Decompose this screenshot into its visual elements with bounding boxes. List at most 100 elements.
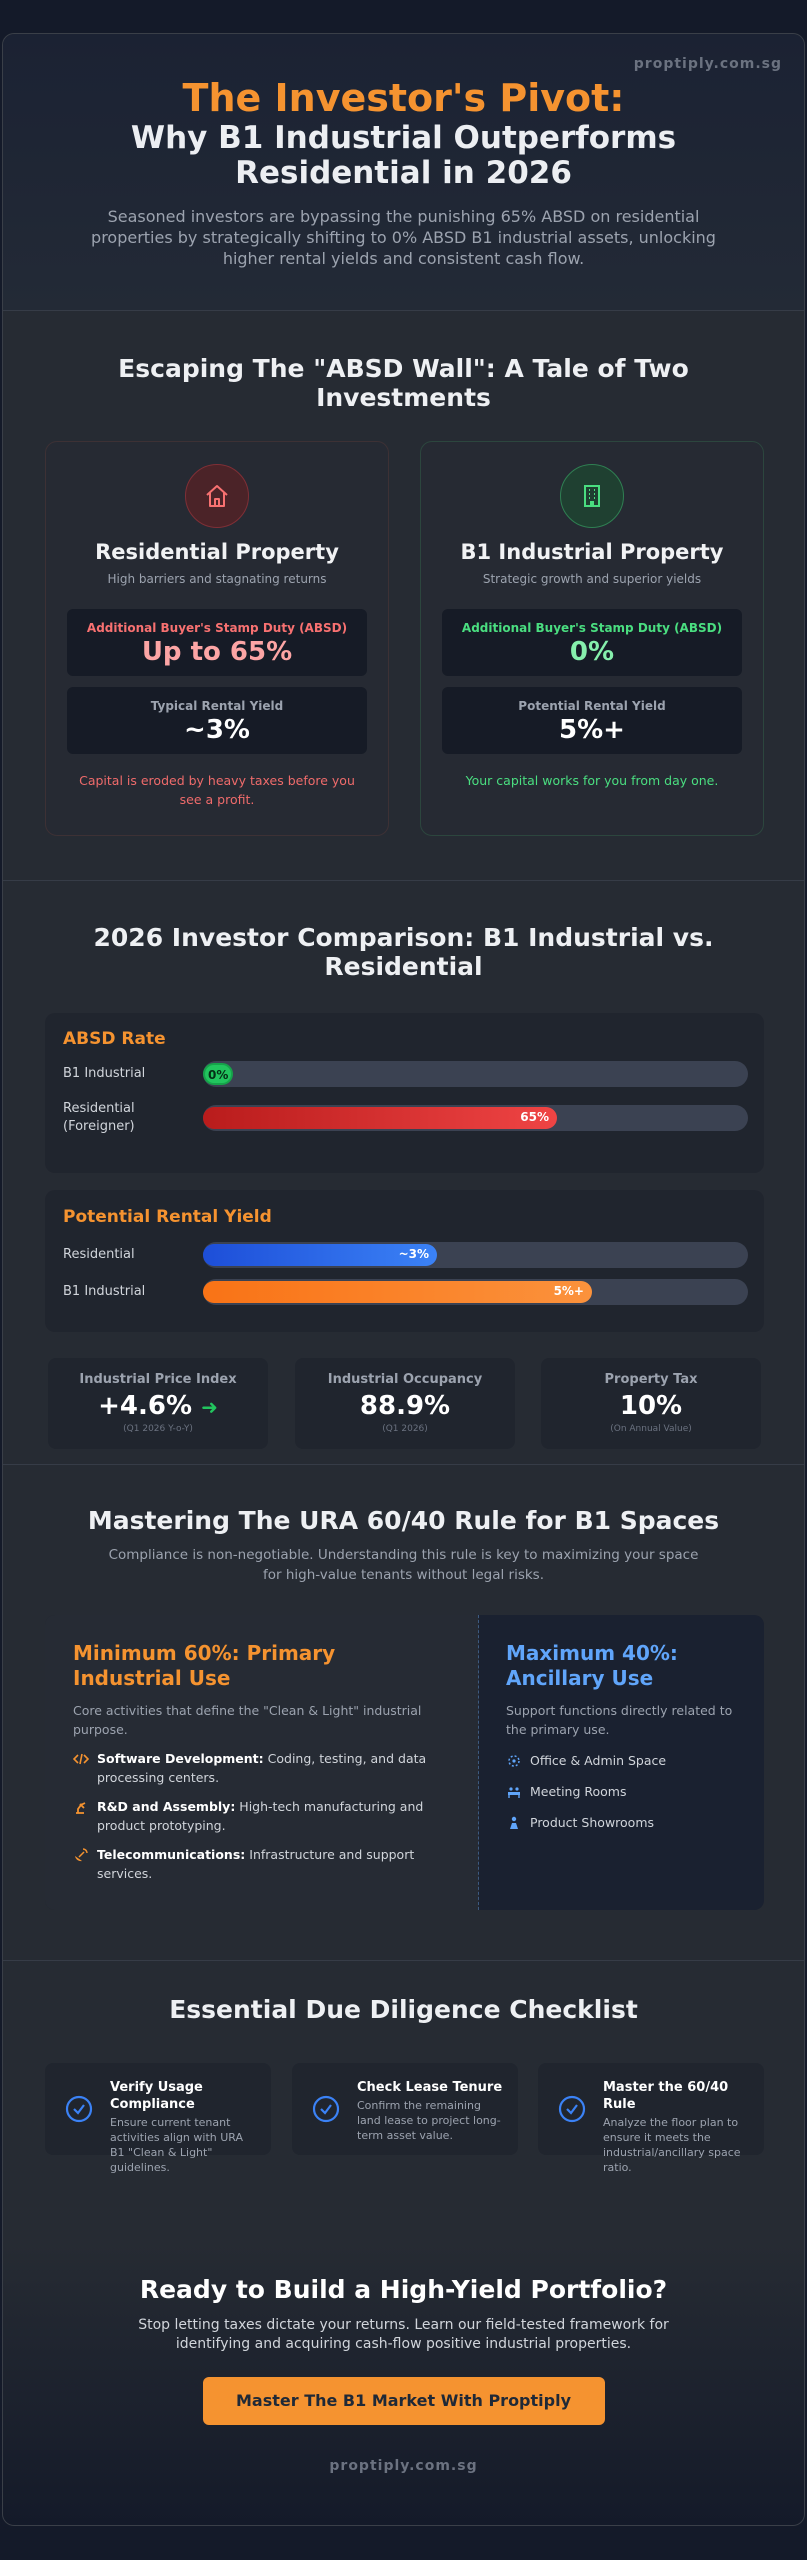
bar-track: 0%	[203, 1061, 748, 1087]
stat-note: (Q1 2026)	[382, 1424, 428, 1434]
page-title: The Investor's Pivot: Why B1 Industrial …	[3, 34, 804, 191]
absd-stat: Additional Buyer's Stamp Duty (ABSD) Up …	[67, 609, 367, 676]
list-item-text: Coding, testing, and data processing cen…	[97, 1751, 427, 1785]
bar-label: B1 Industrial	[63, 1066, 146, 1081]
bar-label: B1 Industrial	[63, 1284, 146, 1299]
bar-row: B1 Industrial 5%+	[63, 1279, 753, 1305]
bar-fill: 65%	[203, 1107, 557, 1129]
list-item-title: R&D and Assembly:	[97, 1799, 236, 1814]
list-item-text: Office & Admin Space	[530, 1753, 667, 1768]
residential-card: Residential Property High barriers and s…	[45, 441, 389, 836]
list-item-text: Meeting Rooms	[530, 1784, 627, 1799]
stat-note: (Q1 2026 Y-o-Y)	[123, 1424, 193, 1434]
checklist-card: Check Lease Tenure Confirm the remaining …	[292, 2063, 518, 2155]
yield-chart-card: Potential Rental Yield Residential ~3% B…	[45, 1190, 764, 1332]
section-intro: Compliance is non-negotiable. Understand…	[108, 1547, 699, 1583]
checklist-card: Verify Usage Compliance Ensure current te…	[45, 2063, 271, 2174]
stat-value: 0%	[569, 637, 615, 667]
building-icon	[584, 485, 600, 507]
house-icon-badge	[185, 464, 249, 528]
industrial-card: B1 Industrial Property Strategic growth …	[420, 441, 764, 836]
bar-row: Residential ~3%	[63, 1242, 753, 1268]
stat-card: Industrial Occupancy 88.9% (Q1 2026)	[295, 1358, 515, 1449]
stat-label: Additional Buyer's Stamp Duty (ABSD)	[86, 621, 348, 635]
list-item-text: Infrastructure and support services.	[97, 1847, 415, 1881]
checklist-description: Ensure current tenant activities align w…	[110, 2116, 243, 2174]
checklist-title: Verify Usage Compliance	[110, 2080, 203, 2112]
primary-use-description: Core activities that define the "Clean &…	[73, 1703, 422, 1737]
ancillary-use-panel: Maximum 40%: Ancillary Use Support funct…	[479, 1615, 764, 1910]
ura-rule-section: Mastering The URA 60/40 Rule for B1 Spac…	[3, 1465, 804, 1961]
bar-label: Residential	[63, 1247, 135, 1262]
stat-label: Additional Buyer's Stamp Duty (ABSD)	[461, 621, 723, 635]
absd-wall-section: Escaping The "ABSD Wall": A Tale of Two …	[3, 311, 804, 881]
stat-label: Property Tax	[604, 1372, 698, 1387]
stat-card: Industrial Price Index +4.6% ➜ (Q1 2026 …	[48, 1358, 268, 1449]
cta-button[interactable]: Master The B1 Market With Proptiply	[202, 2377, 605, 2425]
chart-heading: ABSD Rate	[63, 1029, 166, 1049]
checklist-title: Check Lease Tenure	[357, 2080, 503, 2095]
list-item-title: Telecommunications:	[97, 1847, 246, 1862]
section-title: Essential Due Diligence Checklist	[169, 1995, 638, 2024]
yield-stat: Potential Rental Yield 5%+	[442, 687, 742, 754]
list-item-text: Product Showrooms	[530, 1815, 655, 1830]
section-title: 2026 Investor Comparison: B1 Industrial …	[93, 923, 714, 981]
bar-value-label: ~3%	[398, 1247, 429, 1261]
primary-use-heading: Minimum 60%: Primary Industrial Use	[73, 1641, 336, 1690]
house-icon	[206, 485, 228, 507]
network-icon	[508, 1755, 520, 1767]
building-icon-badge	[560, 464, 624, 528]
satellite-dish-icon	[75, 1848, 88, 1862]
bar-label: Residential (Foreigner)	[63, 1101, 135, 1134]
list-item: Meeting Rooms	[506, 1782, 744, 1801]
absd-stat: Additional Buyer's Stamp Duty (ABSD) 0%	[442, 609, 742, 676]
list-item: Product Showrooms	[506, 1813, 744, 1832]
section-title: Escaping The "ABSD Wall": A Tale of Two …	[118, 354, 689, 412]
hero-section: proptiply.com.sg The Investor's Pivot: W…	[3, 34, 804, 311]
comparison-chart-section: 2026 Investor Comparison: B1 Industrial …	[3, 881, 804, 1465]
bar-row: Residential (Foreigner) 65%	[63, 1099, 753, 1139]
chart-heading: Potential Rental Yield	[63, 1207, 272, 1227]
bar-fill: 0%	[203, 1063, 233, 1085]
list-item-title: Software Development:	[97, 1751, 264, 1766]
card-title: B1 Industrial Property	[460, 540, 724, 564]
bar-value-label: 65%	[520, 1110, 549, 1124]
brand-watermark: proptiply.com.sg	[633, 56, 782, 72]
list-item: Office & Admin Space	[506, 1751, 744, 1770]
stat-value: ~3%	[184, 715, 250, 745]
stat-note: (On Annual Value)	[610, 1424, 692, 1434]
meeting-icon	[508, 1787, 520, 1798]
card-subtitle: Strategic growth and superior yields	[482, 572, 702, 586]
checklist-card: Master the 60/40 Rule Analyze the floor p…	[538, 2063, 764, 2174]
bar-fill: 5%+	[203, 1281, 592, 1303]
absd-chart-card: ABSD Rate B1 Industrial 0% Residential (…	[45, 1013, 764, 1173]
cta-section: Ready to Build a High-Yield Portfolio? S…	[3, 2243, 804, 2525]
stat-value: +4.6%	[98, 1391, 193, 1421]
stat-label: Industrial Occupancy	[327, 1372, 483, 1387]
bar-value-label: 5%+	[553, 1284, 584, 1298]
check-circle-icon	[65, 2095, 93, 2123]
list-item: R&D and Assembly: High-tech manufacturin…	[73, 1797, 448, 1835]
cta-text: Stop letting taxes dictate your returns.…	[138, 2317, 669, 2352]
footer-brand: proptiply.com.sg	[329, 2458, 478, 2474]
bar-track: 5%+	[203, 1279, 748, 1305]
section-title: Mastering The URA 60/40 Rule for B1 Spac…	[87, 1506, 720, 1535]
title-line-2: Why B1 Industrial Outperforms Residentia…	[130, 120, 677, 191]
bar-row: B1 Industrial 0%	[63, 1061, 753, 1087]
checklist-section: Essential Due Diligence Checklist Verify…	[3, 1961, 804, 2243]
bar-fill: ~3%	[203, 1244, 437, 1266]
bar-track: ~3%	[203, 1242, 748, 1268]
ancillary-use-description: Support functions directly related to th…	[506, 1703, 733, 1737]
primary-use-panel: Minimum 60%: Primary Industrial Use Core…	[45, 1615, 479, 1910]
robot-arm-icon	[76, 1802, 86, 1814]
list-item: Software Development: Coding, testing, a…	[73, 1749, 448, 1787]
card-subtitle: High barriers and stagnating returns	[107, 572, 327, 586]
ancillary-use-heading: Maximum 40%: Ancillary Use	[506, 1641, 678, 1690]
hero-description: Seasoned investors are bypassing the pun…	[91, 207, 716, 268]
arrow-right-icon: ➜	[201, 1395, 218, 1419]
stat-label: Potential Rental Yield	[518, 699, 666, 713]
cta-heading: Ready to Build a High-Yield Portfolio?	[139, 2275, 668, 2304]
title-line-1: The Investor's Pivot:	[182, 76, 625, 120]
code-icon	[73, 1753, 89, 1765]
showroom-icon	[510, 1816, 518, 1829]
